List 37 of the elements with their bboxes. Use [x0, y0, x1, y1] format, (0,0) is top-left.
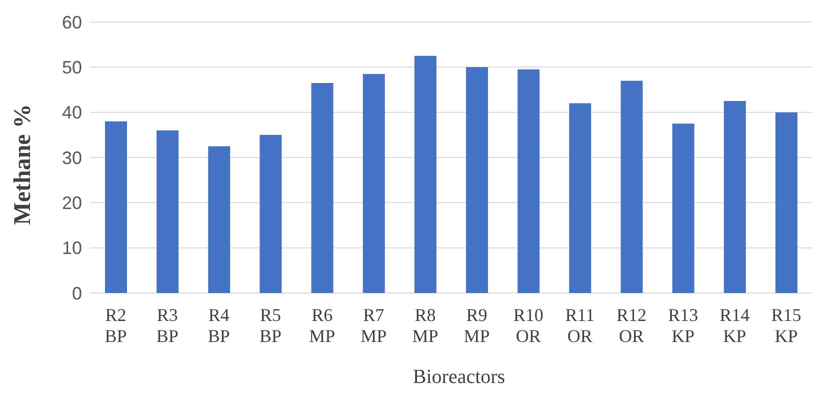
y-tick-label: 50: [62, 58, 82, 78]
x-tick-label: R13 KP: [668, 305, 698, 346]
bar: [362, 74, 385, 293]
x-tick-label: R4 BP: [208, 305, 230, 346]
bar: [466, 67, 488, 293]
bar: [569, 103, 592, 293]
bar: [775, 112, 798, 293]
y-axis-title: Methane %: [10, 104, 36, 225]
y-tick-label: 30: [62, 148, 82, 168]
bar: [518, 69, 540, 293]
y-tick-label: 20: [62, 193, 82, 214]
bar: [672, 124, 694, 293]
bar: [260, 134, 282, 293]
bar: [311, 82, 334, 293]
x-tick-label: R12 OR: [616, 305, 647, 346]
x-tick-label: R9 MP: [464, 305, 490, 346]
y-tick-label: 60: [62, 12, 82, 32]
y-tick-label: 0: [72, 283, 82, 304]
x-tick-label: R6 MP: [309, 305, 336, 346]
x-tick-label: R7 MP: [360, 305, 387, 346]
bar: [414, 56, 436, 293]
x-tick-label: R3 BP: [156, 305, 178, 346]
x-axis-title: Bioreactors: [412, 366, 506, 389]
bar: [156, 130, 179, 293]
x-tick-label: R10 OR: [513, 305, 544, 346]
x-tick-label: R8 MP: [412, 305, 438, 346]
x-tick-label: R14 KP: [720, 305, 750, 346]
x-tick-label: R5 BP: [259, 305, 282, 346]
y-tick-label: 10: [62, 238, 82, 258]
bar: [724, 101, 746, 293]
bar: [620, 80, 643, 293]
bar: [105, 121, 127, 293]
x-tick-label: R11 OR: [565, 305, 595, 346]
y-tick-label: 40: [62, 102, 82, 123]
x-tick-label: R15 KP: [771, 305, 802, 346]
bar: [208, 146, 230, 293]
x-tick-label: R2 BP: [104, 305, 127, 346]
